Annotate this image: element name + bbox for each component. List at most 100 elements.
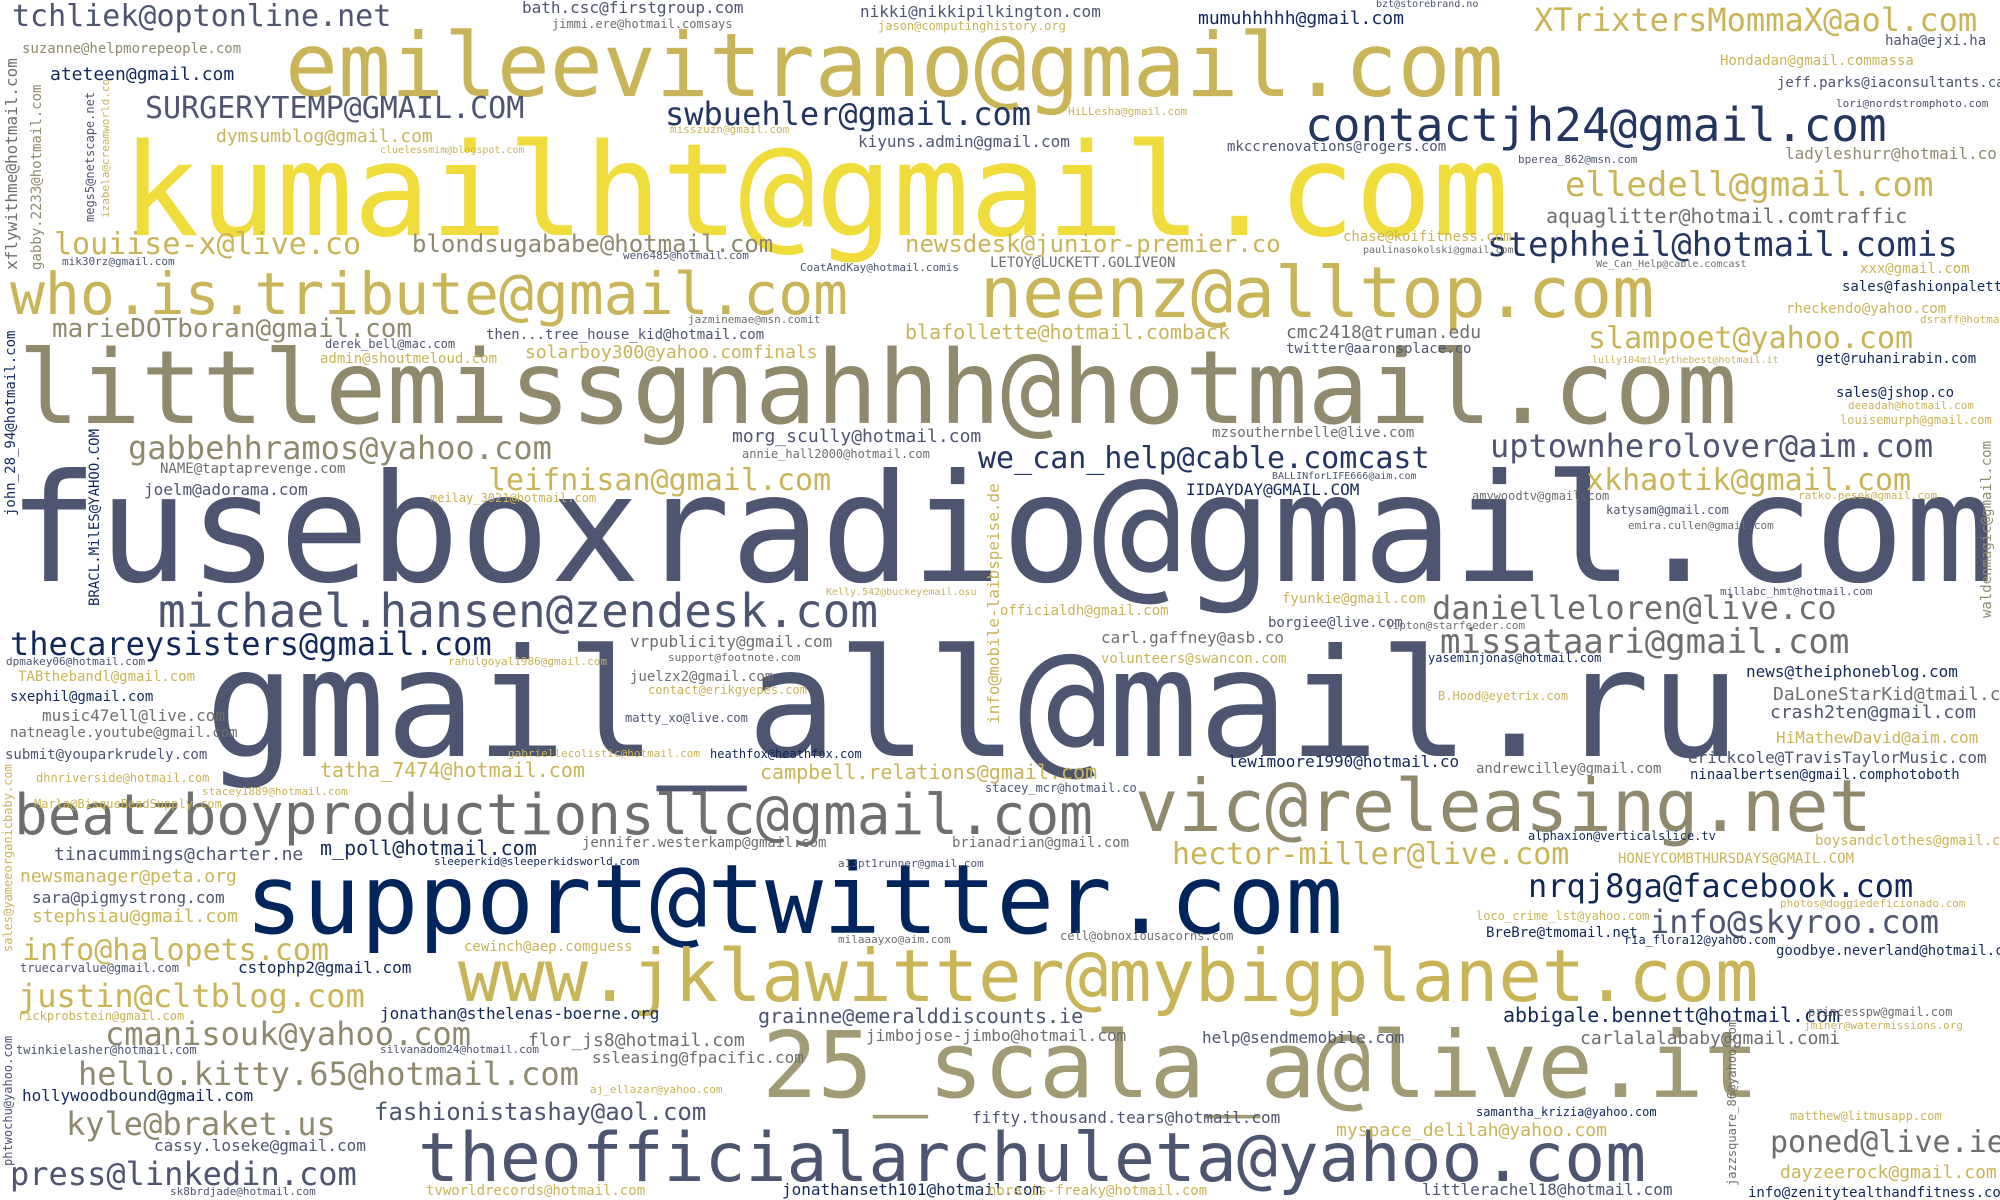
word-tatha: tatha_7474@hotmail.com <box>320 758 585 782</box>
word-fifty-thousand: fifty.thousand.tears@hotmail.com <box>972 1108 1281 1127</box>
word-emira-cullen: emira.cullen@gmail.com <box>1628 519 1774 532</box>
word-thecareysisters: thecareysisters@gmail.com <box>10 625 492 663</box>
word-louiise: louiise-x@live.co <box>54 227 362 262</box>
word-surgerytemp: SURGERYTEMP@GMAIL.COM <box>145 91 525 126</box>
word-annie-hall: annie_hall2000@hotmail.com <box>742 447 930 461</box>
word-littlemissgnahhh: littlemissgnahhh@hotmail.com <box>18 329 1738 448</box>
word-xxx-gmail: xxx@gmail.com <box>1860 261 1970 277</box>
word-jonathan-sthelenas: jonathan@sthelenas-boerne.org <box>380 1004 660 1023</box>
word-then-tree-house: then...tree_house_kid@hotmail.com <box>486 327 765 343</box>
word-blafollette: blafollette@hotmail.comback <box>905 320 1231 344</box>
word-sales-jshop: sales@jshop.co <box>1836 385 1955 401</box>
word-campbell: campbell.relations@gmail.com <box>760 760 1098 784</box>
word-yaseminjonas: yaseminjonas@hotmail.com <box>1428 651 1602 665</box>
word-cmanisouk: cmanisouk@yahoo.com <box>105 1015 472 1053</box>
word-kyle-braket: kyle@braket.us <box>66 1105 336 1143</box>
word-m-poll: m_poll@hotmail.com <box>320 836 537 860</box>
word-rickprobstein: rickprobstein@gmail.com <box>18 1009 185 1023</box>
word-name-taptap: NAME@taptaprevenge.com <box>160 461 346 477</box>
word-flor-js8: flor_js8@hotmail.com <box>528 1030 745 1051</box>
word-nrqj8ga: nrqj8ga@facebook.com <box>1528 867 1914 905</box>
word-mariedotboran: marieDOTboran@gmail.com <box>52 314 413 344</box>
word-andrewcilley: andrewcilley@gmail.com <box>1476 761 1662 777</box>
word-coatandkay: CoatAndKay@hotmail.comis <box>800 261 959 274</box>
word-info-skyroo: info@skyroo.com <box>1650 903 1939 941</box>
word-twitter-aaronsplace: twitter@aaronsplace.co <box>1286 341 1472 357</box>
word-jimmi-ere: jimmi.ere@hotmail.comsays <box>552 17 733 31</box>
word-jeff-parks: jeff.parks@iaconsultants.ca <box>1777 75 2000 91</box>
word-who-is-tribute: who.is.tribute@gmail.com <box>10 260 849 328</box>
word-neenz: neenz@alltop.com <box>980 252 1655 334</box>
word-admin-shoutmeloud: admin@shoutmeloud.com <box>320 351 498 367</box>
word-support-twitter: support@twitter.com <box>245 844 1344 956</box>
word-honeycombthursdays: HONEYCOMBTHURSDAYS@GMAIL.COM <box>1618 851 1855 867</box>
word-matthew-litmus: matthew@litmusapp.com <box>1790 1109 1942 1123</box>
word-sales-yamee: sales@yameeorganicbaby.com <box>1 764 15 952</box>
word-dpmakey06: dpmakey06@hotmail.com <box>6 655 146 668</box>
word-uptownherolover: uptownherolover@aim.com <box>1490 427 1934 465</box>
word-marla: Marla@BisqueBeadSupply.com <box>34 797 222 811</box>
word-sk8brdjade: sk8brdjade@hotmail.com <box>170 1185 316 1198</box>
word-himathewdavid: HiMathewDavid@aim.com <box>1776 728 1979 747</box>
word-newsmanager: newsmanager@peta.org <box>20 866 237 887</box>
word-mzsouthernbelle: mzsouthernbelle@live.com <box>1212 425 1415 441</box>
word-carlalalababy: carlalalababy@gmail.comi <box>1580 1028 1841 1049</box>
word-hollywoodbound: hollywoodbound@gmail.com <box>22 1086 254 1105</box>
word-boysandclothes: boysandclothes@gmail.com <box>1815 833 2000 849</box>
word-jazminemae: jazminemae@msn.comit <box>688 313 821 326</box>
word-stephheil: stephheil@hotmail.comis <box>1487 225 1958 265</box>
word-info-halopets: info@halopets.com <box>22 933 330 968</box>
word-mkccrenovations: mkccrenovations@rogers.com <box>1227 139 1447 155</box>
word-dalonestarkid: DaLoneStarKid@tmail.com <box>1773 684 2000 705</box>
word-missataari: missataari@gmail.com <box>1440 622 1850 662</box>
word-amywoodtv: amywoodtv@gmail.com <box>1472 489 1610 503</box>
word-louisemurph: louisemurph@gmail.com <box>1840 413 1992 427</box>
word-morg-scully: morg_scully@hotmail.com <box>732 426 982 447</box>
word-suzanne: suzanne@helpmorepeople.com <box>22 41 242 57</box>
word-leifnisan: leifnisan@gmail.com <box>488 463 832 498</box>
word-derek-bell: derek_bell@mac.com <box>325 337 456 351</box>
word-tchliek: tchliek@optonline.net <box>12 0 392 34</box>
word-theofficialarchuleta: theofficialarchuleta@yahoo.com <box>418 1119 1647 1198</box>
word-fyunkie: fyunkie@gmail.com <box>1282 591 1426 607</box>
word-jason-computinghistory: jason@computinghistory.org <box>878 19 1066 33</box>
word-b-hood: B.Hood@eyetrix.com <box>1438 689 1569 703</box>
word-music47ell: music47ell@live.com <box>42 706 226 725</box>
word-emileevitrano: emileevitrano@gmail.com <box>285 14 1504 117</box>
word-danielleloren: danielleloren@live.co <box>1432 589 1837 627</box>
word-gabbehhramos: gabbehhramos@yahoo.com <box>128 429 552 467</box>
word-a13pt1runner: a13pt1runner@gmail.com <box>838 857 984 870</box>
word-25-scala: 25_scala_a@live.it <box>762 1012 1759 1119</box>
word-xflywithme: xflywithme@hotmail.com <box>2 58 21 270</box>
word-aj-ellazar: aj_ellazar@yahoo.com <box>590 1083 723 1096</box>
word-tinacummings: tinacummings@charter.ne <box>54 844 304 865</box>
word-milaaayxo: milaaayxo@aim.com <box>838 933 951 946</box>
word-poned: poned@live.ie <box>1770 1125 2000 1160</box>
word-gmail-all: gmail_all@mail.ru <box>205 618 1741 792</box>
word-silvanadom: silvanadom24@hotmail.com <box>380 1043 539 1056</box>
word-littlerachel18: littlerachel18@hotmail.com <box>1422 1180 1673 1199</box>
word-lully104: lully104mileythebest@hotmail.it <box>1592 355 1779 366</box>
word-photos-doggie: photos@doggiedeficionado.com <box>1780 897 1966 910</box>
word-myspace-delilah: myspace_delilah@yahoo.com <box>1336 1120 1607 1141</box>
word-borgiee: borgiee@live.com <box>1268 615 1403 631</box>
word-deeadah: deeadah@hotmail.com <box>1848 399 1974 412</box>
word-alphaxion: alphaxion@verticalslice.tv <box>1528 829 1716 843</box>
word-gabby-2233: gabby.2233@hotmail.com <box>29 84 45 270</box>
word-brebre: BreBre@tmomail.net <box>1486 925 1638 941</box>
word-nikki: nikki@nikkipilkington.com <box>860 2 1101 21</box>
word-dymsumblog: dymsumblog@gmail.com <box>216 126 433 147</box>
word-joelm: joelm@adorama.com <box>144 480 308 499</box>
word-carl-gaffney: carl.gaffney@asb.co <box>1101 628 1285 647</box>
word-haha-ejxi: haha@ejxi.ha <box>1885 33 1987 49</box>
word-hillesha: HiLLesha@gmail.com <box>1068 105 1188 118</box>
word-kiyuns: kiyuns.admin@gmail.com <box>858 132 1070 151</box>
word-get-ruhanirabin: get@ruhanirabin.com <box>1816 351 1977 367</box>
word-vrpublicity: vrpublicity@gmail.com <box>630 632 833 651</box>
word-iidayday: IIDAYDAY@GMAIL.COM <box>1186 480 1360 499</box>
word-officialdh: officialdh@gmail.com <box>1000 603 1169 619</box>
word-john-28-94: john_28_94@hotmail.com <box>3 330 19 516</box>
word-jklawitter: www.jklawitter@mybigplanet.com <box>458 934 1759 1018</box>
word-sales-fashionpalette: sales@fashionpalette.com <box>1842 279 2000 295</box>
word-kumailht: kumailht@gmail.com <box>122 117 1510 266</box>
